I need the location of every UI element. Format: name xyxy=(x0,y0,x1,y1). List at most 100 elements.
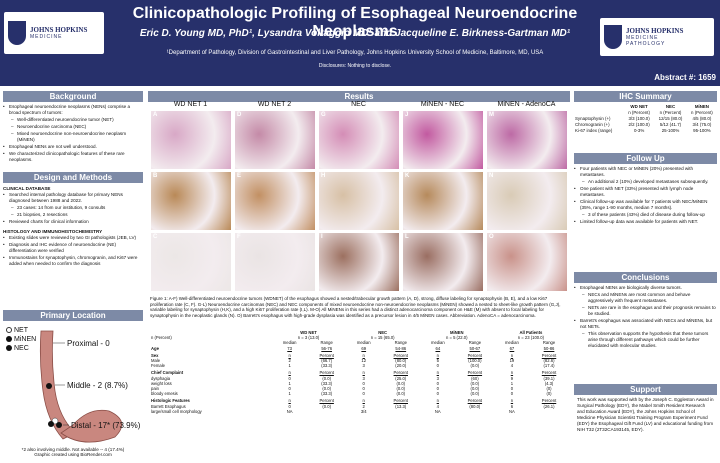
table-row: Sex n Percent n Percent n Percent n Percent xyxy=(150,351,568,358)
histology-image-panel: K xyxy=(402,171,484,231)
table-cell: n xyxy=(288,370,291,376)
table-cell: n xyxy=(362,352,365,358)
list-item: One patient with NET (33%) presented wit… xyxy=(574,186,717,198)
legend-label: NET xyxy=(14,327,28,334)
conclusions-list: Esophageal NENs are biologically diverse… xyxy=(574,285,717,349)
list-item: Esophageal NENs are not well understood. xyxy=(3,144,143,150)
table-cell: (0.0) xyxy=(470,391,480,397)
panel-letter: C xyxy=(153,234,158,240)
table-cell: n xyxy=(510,370,514,376)
table-cell xyxy=(456,409,494,414)
table-cell: 5 xyxy=(436,358,439,364)
table-cell: Percent xyxy=(467,370,483,376)
table-cell: (82.6) xyxy=(543,358,555,364)
nec-marker xyxy=(48,421,54,427)
table-cell: 0 xyxy=(436,391,439,397)
panel-letter: L xyxy=(405,234,409,240)
list-item: Four patients with NEC or MiNEN (20%) pr… xyxy=(574,166,717,178)
proximal-label: Proximal - 0 xyxy=(67,339,110,348)
table-cell: 0 xyxy=(362,380,365,386)
jhm-pathology-logo-right: JOHNS HOPKINS MEDICINE PATHOLOGY xyxy=(600,18,714,56)
legend: NET MiNEN NEC xyxy=(6,326,36,353)
support-section: Support This work was supported with by … xyxy=(574,384,717,433)
list-item: Reviewed charts for clinical information xyxy=(3,219,143,225)
table-cell: 73 xyxy=(287,345,292,351)
nec-marker xyxy=(46,383,52,389)
table-cell: n xyxy=(436,398,439,404)
legend-label: NEC xyxy=(14,345,29,352)
table-cell: 67 xyxy=(509,345,515,351)
logo-subtext: MEDICINE xyxy=(30,34,63,41)
table-row: dysphagia 0 (0.0) 3 (25.0) 3 (60) 9 (39.1) xyxy=(150,376,568,381)
group-header: MiNEN xyxy=(450,330,464,335)
table-cell: (0.0) xyxy=(396,386,406,392)
table-cell: Percent xyxy=(541,352,557,358)
conclusions-section: Conclusions Esophageal NENs are biologic… xyxy=(574,272,717,350)
primary-footnote: *2 also involving middle. Not available … xyxy=(3,447,143,458)
table-cell: Percent xyxy=(467,352,483,358)
table-cell: n xyxy=(362,370,365,376)
jhm-logo-left: JOHNS HOPKINS MEDICINE xyxy=(4,12,104,54)
table-cell xyxy=(382,409,420,414)
table-cell: (33.3) xyxy=(321,380,333,386)
table-cell: Sex xyxy=(151,352,159,358)
table-row: median Range median Range median Range median R… xyxy=(150,340,568,345)
table-row: Barrett Esophagus 0 (0.0) 2 (13.3) 4 (80.0) 6 (2… xyxy=(150,404,568,409)
table-cell: weight loss xyxy=(151,380,172,386)
histology-image-panel: G xyxy=(318,110,400,170)
table-cell: 0 xyxy=(362,386,365,392)
table-cell: 1 xyxy=(510,380,514,386)
table-cell: (4.3) xyxy=(544,380,554,386)
design-section: Design and Methods CLINICAL DATABASE Sea… xyxy=(3,172,143,268)
table-cell: 3 xyxy=(362,375,365,381)
ihc-summary-section: IHC Summary WD NET NEC MiNEN n (Percent) n … xyxy=(574,91,717,134)
panel-letter: K xyxy=(405,173,410,179)
ihc-col-header: MiNEN xyxy=(694,104,709,109)
table-cell: Chromogranin (+) xyxy=(575,122,610,127)
table-cell: 3/3 (100.0) xyxy=(628,116,650,121)
table-row: pain 0 (0.0) 0 (0.0) 0 (0.0) 0 (0) xyxy=(150,386,568,391)
group-n: n = 23 (100.0) xyxy=(517,335,544,341)
table-cell: 0-3% xyxy=(633,128,645,133)
table-cell: 4 xyxy=(510,363,514,369)
panel-letter: D xyxy=(237,112,242,118)
table-cell: n xyxy=(362,398,365,404)
list-item: Limited follow-up data was available for… xyxy=(574,219,717,225)
list-subitem: Well-differentiated neuroendocrine tumor… xyxy=(3,117,143,123)
table-cell: 0 xyxy=(436,380,439,386)
ihc-subheader: n (Percent) xyxy=(628,110,650,115)
table-cell: Percent xyxy=(541,370,557,376)
table-cell: (0.0) xyxy=(396,391,406,397)
table-cell: 2 xyxy=(288,358,291,364)
logo-subtext: MEDICINE xyxy=(626,35,659,42)
table-cell: 0 xyxy=(288,403,291,409)
table-cell: Range xyxy=(468,340,482,346)
table-cell: bloody emesis xyxy=(151,391,178,397)
image-column-header: WD NET 2 xyxy=(257,101,292,108)
table-cell: (0) xyxy=(546,391,552,397)
table-cell: Percent xyxy=(319,398,334,404)
table-cell: (0.0) xyxy=(396,380,406,386)
list-subitem: This observation supports the hypothesis… xyxy=(574,331,717,349)
poster-header: JOHNS HOPKINS MEDICINE Clinicopathologic … xyxy=(0,0,720,86)
table-cell: (0.0) xyxy=(322,386,331,392)
background-list: Esophageal neuroendocrine neoplasms (NEN… xyxy=(3,104,143,163)
group-n: n = 15 (65.0) xyxy=(370,335,395,341)
list-item: Searched internal pathology database for… xyxy=(3,192,143,204)
table-cell: median xyxy=(282,340,297,346)
table-cell: (66.7) xyxy=(321,358,333,364)
table-cell: 0 xyxy=(436,363,439,369)
table-cell: dysphagia xyxy=(151,375,171,381)
n-percent-label: n (Percent) xyxy=(151,335,172,341)
panel-letter: G xyxy=(321,112,326,118)
table-cell: 50-67 xyxy=(469,345,481,351)
histology-image-panel: O xyxy=(486,232,568,292)
list-item: Existing slides were reviewed by two GI … xyxy=(3,235,143,241)
shield-icon xyxy=(8,21,26,45)
table-cell: Female xyxy=(151,363,165,369)
section-heading: Support xyxy=(574,384,717,395)
shield-icon xyxy=(604,25,622,49)
panel-letter: O xyxy=(489,234,494,240)
list-item: Esophageal NENs are biologically diverse… xyxy=(574,285,717,291)
